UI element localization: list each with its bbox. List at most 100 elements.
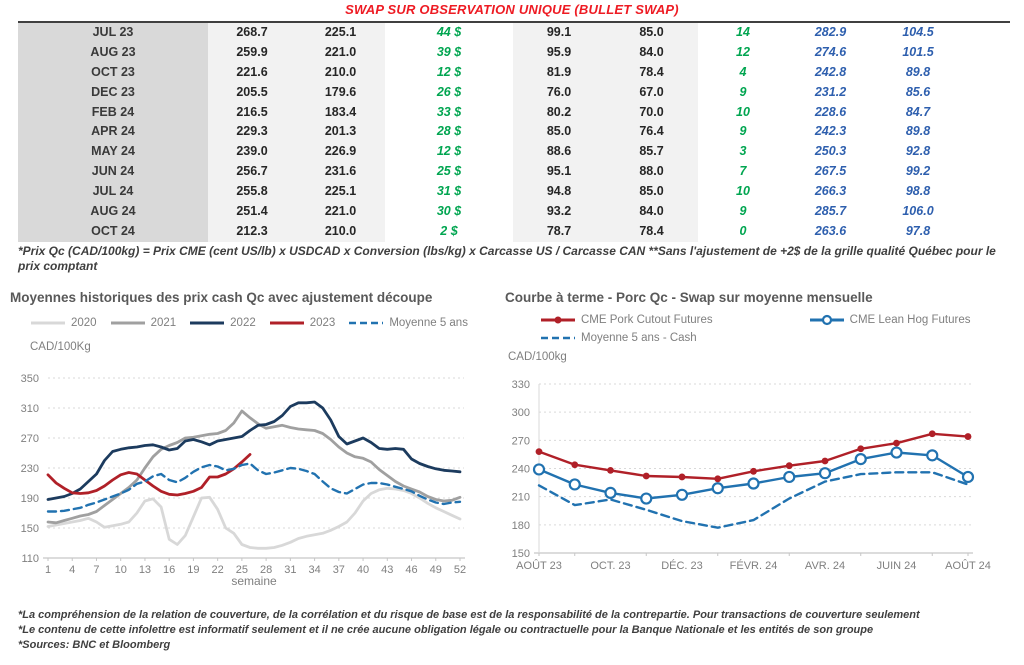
table-cell: 85.0 bbox=[605, 182, 698, 203]
table-cell: 80.2 bbox=[513, 102, 605, 123]
legend-item-2022: 2022 bbox=[189, 317, 256, 329]
historical-prices-chart: 110 150 190 230 270 310 350 1 4 7 10 13 16 19 22 25 28 31… bbox=[21, 373, 466, 588]
svg-text:1: 1 bbox=[45, 564, 51, 576]
svg-text:240: 240 bbox=[512, 464, 530, 476]
svg-text:31: 31 bbox=[284, 564, 296, 576]
table-cell: 4 bbox=[698, 62, 788, 83]
svg-text:FÉVR. 24: FÉVR. 24 bbox=[730, 559, 778, 572]
table-cell: 99.2 bbox=[873, 162, 963, 183]
table-cell: 25 $ bbox=[385, 162, 513, 183]
svg-text:7: 7 bbox=[93, 564, 99, 576]
table-cell: 250.3 bbox=[788, 142, 873, 163]
legend-swatch-icon bbox=[31, 321, 65, 325]
table-cell: 9 bbox=[698, 202, 788, 222]
legend-item-cme-lean-hog-futures: CME Lean Hog Futures bbox=[809, 314, 971, 326]
table-cell: 78.4 bbox=[605, 221, 698, 242]
forward-curve-y-axis-unit: CAD/100kg bbox=[508, 351, 567, 363]
table-row: OCT 23 221.6 210.0 12 $81.9 78.4 4 242.8 89.8 bbox=[18, 62, 1010, 83]
table-cell: 76.0 bbox=[513, 82, 605, 103]
table-cell: 242.3 bbox=[788, 122, 873, 143]
table-cell: 239.0 bbox=[208, 142, 296, 163]
table-cell: 10 bbox=[698, 102, 788, 123]
table-cell: 84.0 bbox=[605, 42, 698, 63]
table-cell-filler bbox=[963, 202, 1010, 222]
svg-text:4: 4 bbox=[69, 564, 75, 576]
table-cell: 88.0 bbox=[605, 162, 698, 183]
table-cell: 256.7 bbox=[208, 162, 296, 183]
table-cell: 85.6 bbox=[873, 82, 963, 103]
footnote-line: *La compréhension de la relation de couv… bbox=[18, 609, 920, 621]
table-cell: 81.9 bbox=[513, 62, 605, 83]
svg-text:43: 43 bbox=[381, 564, 393, 576]
svg-text:DÉC. 23: DÉC. 23 bbox=[661, 559, 703, 572]
table-cell: 89.8 bbox=[873, 122, 963, 143]
legend-label: CME Lean Hog Futures bbox=[849, 314, 971, 326]
table-row: AUG 24 251.4 221.0 30 $93.2 84.0 9 285.7 106.0 bbox=[18, 202, 1010, 222]
legend-item-2023: 2023 bbox=[269, 317, 335, 329]
legend-swatch-icon bbox=[110, 321, 145, 325]
table-row: JUN 24 256.7 231.6 25 $95.1 88.0 7 267.5 99.2 bbox=[18, 162, 1010, 183]
table-cell-month: OCT 23 bbox=[18, 62, 208, 83]
table-cell-filler bbox=[963, 102, 1010, 123]
table-cell: 84.0 bbox=[605, 202, 698, 222]
table-cell: 14 bbox=[698, 23, 788, 43]
legend-label: Moyenne 5 ans bbox=[389, 317, 468, 329]
table-cell: 255.8 bbox=[208, 182, 296, 203]
table-cell: 106.0 bbox=[873, 202, 963, 222]
table-cell-filler bbox=[963, 142, 1010, 163]
footnote-line: *Sources: BNC et Bloomberg bbox=[18, 639, 171, 651]
svg-text:210: 210 bbox=[512, 492, 530, 504]
table-cell: 99.1 bbox=[513, 23, 605, 43]
table-cell: 85.0 bbox=[513, 122, 605, 143]
table-cell: 30 $ bbox=[385, 202, 513, 222]
table-cell-filler bbox=[963, 42, 1010, 63]
svg-text:AOÛT 24: AOÛT 24 bbox=[945, 559, 991, 572]
table-cell-filler bbox=[963, 62, 1010, 83]
svg-text:310: 310 bbox=[21, 403, 39, 415]
table-cell: 225.1 bbox=[296, 23, 385, 43]
table-cell: 210.0 bbox=[296, 221, 385, 242]
table-cell-month: AUG 24 bbox=[18, 202, 208, 222]
table-cell-month: JUN 24 bbox=[18, 162, 208, 183]
table-row: AUG 23 259.9 221.0 39 $95.9 84.0 12 274.6 101.5 bbox=[18, 42, 1010, 63]
table-row: MAY 24 239.0 226.9 12 $88.6 85.7 3 250.3 92.8 bbox=[18, 142, 1010, 163]
table-cell: 88.6 bbox=[513, 142, 605, 163]
table-cell: 263.6 bbox=[788, 221, 873, 242]
table-cell: 78.4 bbox=[605, 62, 698, 83]
table-cell: 85.0 bbox=[605, 23, 698, 43]
svg-text:40: 40 bbox=[357, 564, 369, 576]
forward-curve-legend-row2: Moyenne 5 ans - Cash bbox=[540, 332, 697, 344]
table-cell: 98.8 bbox=[873, 182, 963, 203]
table-cell: 95.1 bbox=[513, 162, 605, 183]
table-cell-filler bbox=[963, 82, 1010, 103]
page-title: SWAP SUR OBSERVATION UNIQUE (BULLET SWAP… bbox=[345, 2, 679, 17]
svg-text:25: 25 bbox=[236, 564, 248, 576]
table-cell: 231.6 bbox=[296, 162, 385, 183]
svg-text:10: 10 bbox=[115, 564, 127, 576]
table-cell-filler bbox=[963, 122, 1010, 143]
legend-item-cme-pork-cutout-futures: CME Pork Cutout Futures bbox=[540, 314, 713, 326]
table-cell-month: MAY 24 bbox=[18, 142, 208, 163]
svg-text:150: 150 bbox=[21, 523, 39, 535]
table-cell: 226.9 bbox=[296, 142, 385, 163]
legend-label: CME Pork Cutout Futures bbox=[581, 314, 713, 326]
table-cell: 10 bbox=[698, 182, 788, 203]
table-cell: 205.5 bbox=[208, 82, 296, 103]
svg-text:OCT. 23: OCT. 23 bbox=[590, 560, 630, 572]
table-cell: 183.4 bbox=[296, 102, 385, 123]
legend-item-moyenne-5-ans: Moyenne 5 ans bbox=[348, 317, 468, 329]
svg-text:270: 270 bbox=[512, 435, 530, 447]
table-cell: 31 $ bbox=[385, 182, 513, 203]
table-cell-month: APR 24 bbox=[18, 122, 208, 143]
table-cell-month: JUL 24 bbox=[18, 182, 208, 203]
svg-text:JUIN 24: JUIN 24 bbox=[877, 560, 917, 572]
table-cell: 44 $ bbox=[385, 23, 513, 43]
table-cell: 259.9 bbox=[208, 42, 296, 63]
table-cell: 9 bbox=[698, 82, 788, 103]
table-cell: 212.3 bbox=[208, 221, 296, 242]
table-cell: 97.8 bbox=[873, 221, 963, 242]
table-cell: 274.6 bbox=[788, 42, 873, 63]
table-cell: 92.8 bbox=[873, 142, 963, 163]
table-cell: 85.7 bbox=[605, 142, 698, 163]
table-cell: 251.4 bbox=[208, 202, 296, 222]
